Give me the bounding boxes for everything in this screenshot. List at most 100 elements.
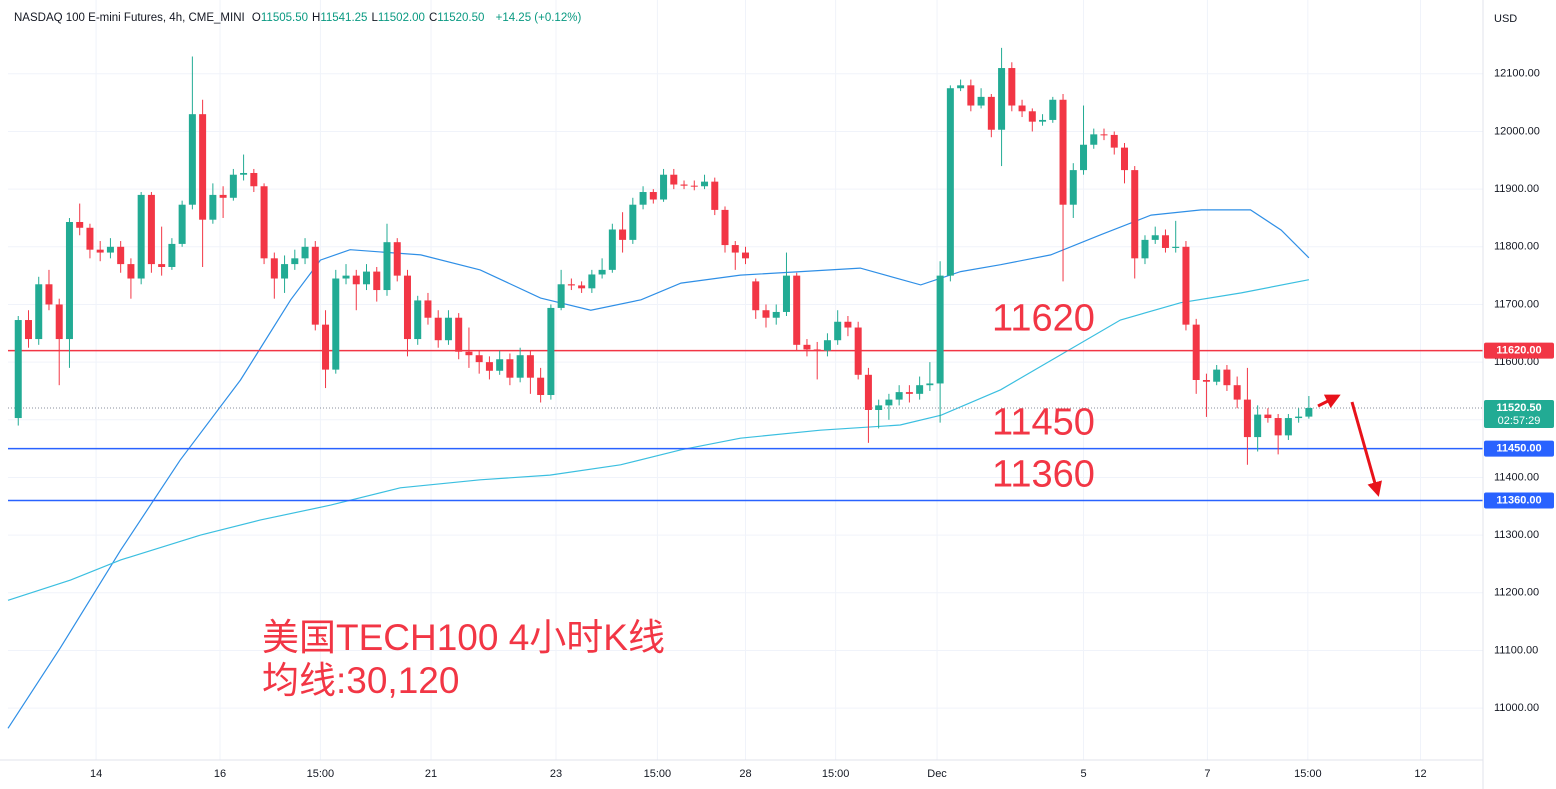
candle-body (147, 194, 155, 265)
y-tick-label: 11900.00 (1494, 183, 1539, 195)
candle-body (1233, 385, 1241, 400)
candle-body (1295, 416, 1303, 419)
candle-body (567, 284, 575, 286)
candle-body (485, 362, 493, 371)
candle-body (403, 275, 411, 340)
candle-body (875, 405, 883, 410)
candle-body (731, 245, 739, 253)
candle-body (35, 284, 43, 340)
candle-body (1192, 324, 1200, 380)
candle-body (598, 269, 606, 275)
candle-body (65, 222, 73, 340)
countdown: 02:57:29 (1498, 415, 1541, 427)
candle-body (158, 264, 166, 267)
ohlc-value: 11502.00 (377, 12, 425, 24)
x-tick-label: 7 (1204, 768, 1210, 780)
level-tag-label: 11620.00 (1496, 344, 1541, 356)
candle-body (854, 327, 862, 375)
candle-body (45, 284, 53, 305)
change: +14.25 (+0.12%) (495, 12, 582, 24)
candle-body (905, 392, 913, 394)
candle-body (178, 204, 186, 244)
candle-body (936, 275, 944, 384)
candle-body (1039, 119, 1047, 122)
candle-body (393, 242, 401, 276)
candle-body (608, 229, 616, 270)
candle-body (1100, 134, 1108, 136)
candle-body (188, 114, 196, 205)
y-tick-label: 11100.00 (1494, 644, 1538, 656)
candle-body (240, 172, 248, 175)
candle-body (537, 377, 545, 395)
candle-body (1069, 170, 1077, 205)
candle-body (1028, 111, 1036, 122)
candle-body (1008, 68, 1016, 106)
candle-body (578, 285, 586, 289)
candle-body (680, 184, 688, 186)
candle-body (834, 321, 842, 341)
candle-body (1172, 246, 1180, 248)
candle-body (373, 271, 381, 291)
x-tick-label: 12 (1414, 768, 1426, 780)
x-tick-label: 23 (550, 768, 562, 780)
candle-body (117, 246, 125, 265)
candle-body (311, 246, 319, 325)
candle-body (782, 275, 790, 312)
last-price-tag (1484, 399, 1554, 428)
candle-body (352, 275, 360, 285)
candle-body (137, 194, 145, 279)
y-tick-label: 11300.00 (1494, 529, 1539, 541)
candle-body (199, 114, 207, 220)
candle-body (1161, 235, 1169, 248)
candle-body (496, 359, 504, 371)
candle-body (957, 85, 965, 89)
x-tick-label: 14 (90, 768, 102, 780)
candle-body (629, 204, 637, 240)
y-tick-label: 12100.00 (1494, 68, 1540, 80)
candle-body (557, 284, 565, 308)
level-tag (1484, 440, 1554, 457)
candle-body (1223, 369, 1231, 386)
candle-body (332, 278, 340, 370)
candle-body (444, 317, 452, 341)
candle-body (322, 324, 330, 370)
candle-body (547, 307, 555, 395)
candle-body (1131, 170, 1139, 259)
candle-body (1213, 369, 1221, 382)
candle-body (793, 275, 801, 345)
level-note: 11360 (992, 454, 1095, 496)
candle-body (803, 344, 811, 350)
candle-body (219, 194, 227, 198)
annotation: 均线:30,120 (262, 660, 459, 701)
candle-body (1151, 235, 1159, 240)
candle-body (106, 246, 114, 253)
candle-body (916, 385, 924, 394)
ohlc-label: L (371, 12, 378, 24)
candle-body (1080, 144, 1088, 171)
candle-body (1305, 407, 1313, 417)
candle-body (96, 249, 104, 253)
candle-body (465, 351, 473, 356)
y-tick-label: 11800.00 (1494, 241, 1539, 253)
level-note: 11620 (992, 298, 1095, 340)
ohlc-value: 11541.25 (320, 12, 368, 24)
ohlc-label: O (251, 12, 261, 24)
candle-body (946, 88, 954, 276)
ohlc-label: H (312, 12, 321, 24)
candle-body (209, 194, 217, 220)
candle-body (823, 340, 831, 351)
candle-body (168, 243, 176, 267)
level-tag (1484, 342, 1554, 359)
candle-body (762, 310, 770, 318)
candle-body (76, 222, 84, 228)
moving-average (7, 279, 1310, 601)
candle-body (864, 374, 872, 410)
level-tag-label: 11450.00 (1496, 443, 1541, 455)
candle-body (424, 300, 432, 318)
candle-body (363, 271, 371, 285)
symbol: NASDAQ 100 E-mini Futures, 4h, CME_MINI (14, 12, 245, 24)
y-tick-label: 11400.00 (1494, 471, 1539, 483)
currency-label: USD (1494, 13, 1517, 25)
level-tag (1484, 492, 1554, 509)
x-tick-label: 5 (1080, 768, 1086, 780)
